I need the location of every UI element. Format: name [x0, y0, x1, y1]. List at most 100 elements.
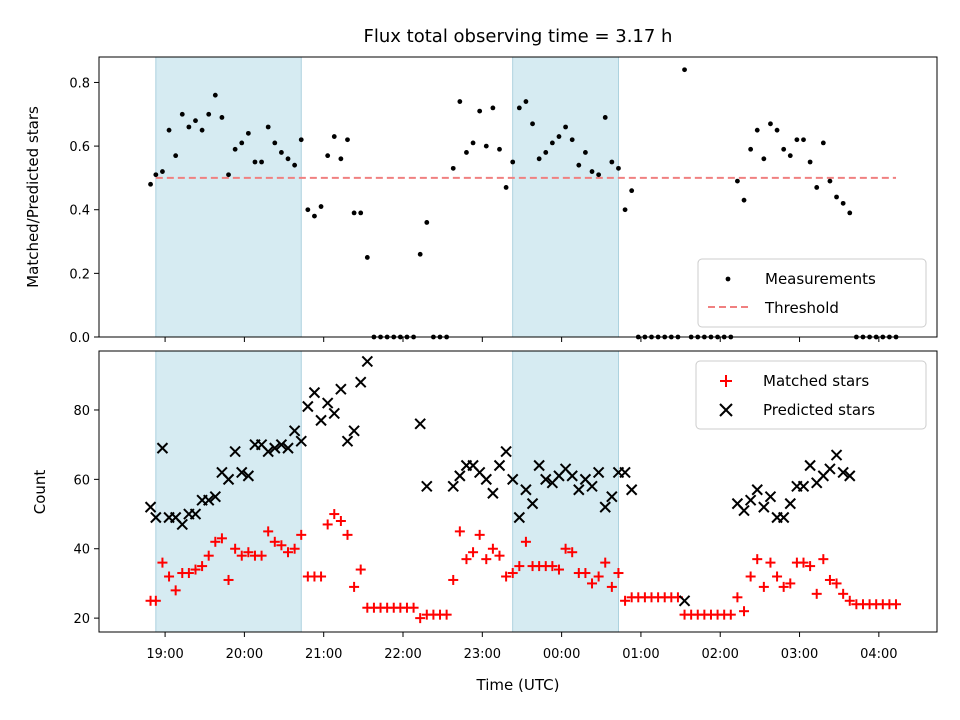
measurement-point [596, 172, 602, 178]
matched-star-point [335, 515, 346, 526]
x-tick-label: 00:00 [543, 647, 580, 662]
y-tick-label: 0.8 [69, 76, 90, 91]
matched-star-point [811, 588, 822, 599]
predicted-star-point [606, 490, 618, 503]
predicted-star-point [480, 473, 492, 486]
measurement-point [523, 99, 529, 104]
measurement-point [358, 210, 364, 216]
predicted-star-point [447, 480, 459, 493]
measurement-point [774, 127, 780, 133]
matched-star-point [461, 554, 472, 565]
measurement-point [245, 130, 251, 136]
measurement-point [602, 115, 608, 120]
predicted-star-point [454, 470, 466, 482]
measurement-point [166, 127, 172, 133]
top-plot-frame [98, 56, 938, 338]
predicted-star-point [566, 470, 578, 482]
measurement-point [490, 105, 496, 111]
legend-matched-marker [720, 375, 732, 387]
matched-star-point [494, 550, 505, 561]
observing-window [512, 350, 619, 633]
measurement-point [741, 197, 747, 203]
matched-star-point [600, 557, 611, 568]
measurement-point [148, 181, 153, 187]
predicted-star-point [784, 497, 796, 510]
measurement-point [259, 159, 264, 165]
measurement-point [279, 150, 284, 155]
measurement-point [470, 140, 476, 146]
matched-star-point [170, 585, 181, 596]
predicted-star-point [355, 376, 367, 388]
predicted-star-points [144, 355, 856, 607]
measurement-point [193, 118, 198, 124]
observing-window [512, 56, 619, 338]
legend-threshold-label: Threshold [764, 299, 839, 317]
measurement-point [285, 156, 291, 162]
predicted-star-point [421, 480, 433, 493]
matched-star-point [798, 557, 809, 568]
matched-star-point [316, 571, 327, 582]
measurement-point [748, 146, 754, 152]
matched-star-point [329, 509, 340, 520]
matched-star-point [197, 561, 208, 572]
predicted-star-point [830, 449, 843, 461]
predicted-star-point [507, 473, 519, 486]
bottom-legend-box [695, 360, 927, 430]
predicted-star-point [202, 494, 215, 506]
observing-windows [155, 56, 619, 338]
measurement-point [497, 146, 502, 152]
matched-star-point [236, 550, 247, 561]
measurement-point [801, 137, 806, 143]
matched-star-point [210, 536, 221, 547]
measurement-point [794, 137, 800, 143]
matched-star-point [468, 547, 479, 558]
measurement-point [807, 159, 813, 165]
measurement-point [761, 156, 767, 162]
predicted-star-point [540, 473, 552, 486]
matched-star-point [481, 554, 492, 565]
measurement-point [609, 159, 615, 165]
y-tick-label: 0.0 [69, 331, 90, 346]
x-tick-label: 20:00 [226, 647, 263, 662]
legend-predicted-marker [719, 403, 733, 417]
x-tick-label: 19:00 [146, 647, 183, 662]
observing-window [155, 350, 302, 633]
matched-star-point [183, 568, 194, 579]
predicted-star-point [269, 442, 281, 454]
matched-star-point [203, 550, 214, 561]
predicted-star-point [341, 435, 354, 447]
bottom-legend: Matched stars Predicted stars [695, 360, 927, 430]
top-y-axis-label: Matched/Predicted stars [24, 106, 42, 288]
matched-star-point [441, 609, 452, 620]
predicted-star-point [837, 466, 849, 479]
predicted-star-point [236, 466, 248, 479]
matched-star-point [725, 609, 736, 620]
measurement-point [265, 124, 271, 130]
matched-star-point [415, 613, 426, 624]
measurement-point [312, 213, 317, 219]
matched-star-point [520, 536, 531, 547]
measurement-point [226, 172, 231, 178]
predicted-star-point [328, 407, 340, 420]
predicted-star-point [209, 490, 222, 503]
predicted-star-point [625, 484, 638, 496]
y-tick-label: 20 [73, 612, 90, 627]
measurement-point [305, 207, 311, 213]
matched-star-point [772, 571, 783, 582]
predicted-star-point [295, 435, 307, 447]
predicted-star-point [176, 518, 188, 531]
predicted-star-point [222, 473, 235, 486]
x-tick-label: 23:00 [464, 647, 501, 662]
predicted-star-point [242, 470, 255, 482]
x-tick-label: 03:00 [781, 647, 818, 662]
measurement-point [735, 178, 740, 184]
matched-star-point [276, 540, 287, 551]
measurement-point [549, 140, 555, 146]
measurement-point [232, 146, 238, 152]
y-tick-label: 0.6 [69, 140, 90, 155]
top-legend-box [697, 258, 927, 328]
predicted-star-point [487, 487, 499, 499]
predicted-star-point [500, 445, 512, 458]
predicted-star-point [348, 425, 360, 437]
top-legend: Measurements Threshold [697, 258, 927, 328]
